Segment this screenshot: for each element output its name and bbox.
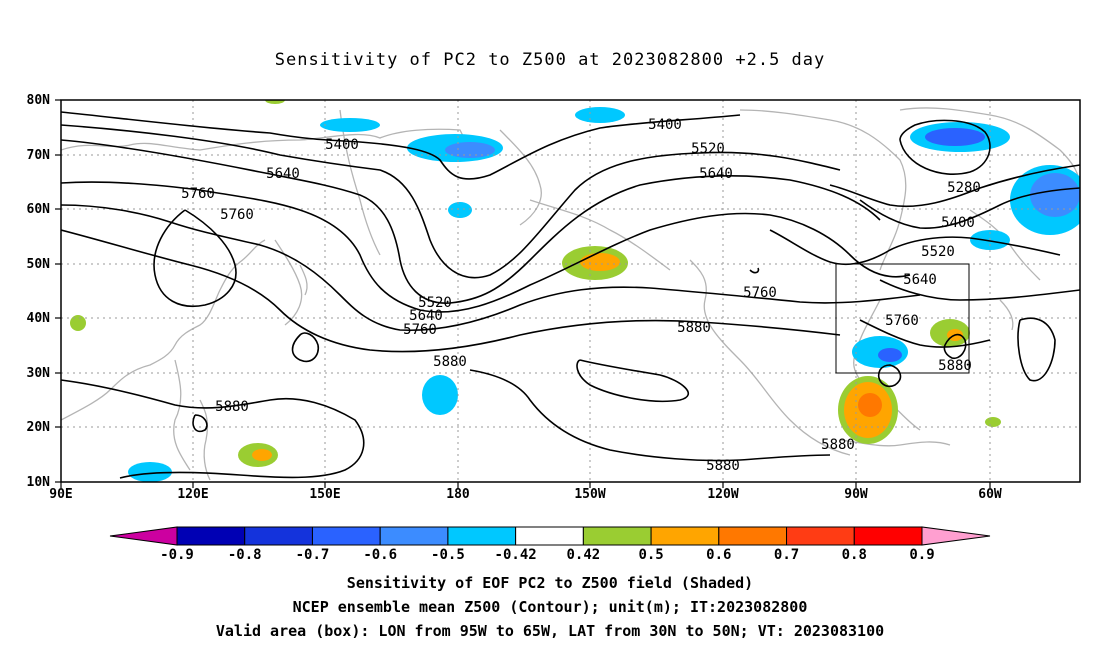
colorbar-box bbox=[650, 526, 720, 546]
contour-label: 5880 bbox=[433, 354, 467, 370]
contour-label: 5640 bbox=[409, 308, 443, 324]
lat-label: 30N bbox=[27, 366, 51, 381]
valid-area-box bbox=[835, 263, 970, 374]
contour-label: 5880 bbox=[215, 399, 249, 415]
colorbar-label: 0.9 bbox=[909, 547, 934, 563]
colorbar-label: -0.8 bbox=[228, 547, 262, 563]
caption-shading: Sensitivity of EOF PC2 to Z500 field (Sh… bbox=[346, 574, 754, 592]
tick-marks bbox=[55, 99, 991, 488]
contour-label: 5280 bbox=[947, 180, 981, 196]
colorbar-label: -0.5 bbox=[431, 547, 465, 563]
colorbar-label: 0.5 bbox=[638, 547, 663, 563]
lon-label: 150W bbox=[574, 487, 605, 502]
contour-label: 5400 bbox=[325, 137, 359, 153]
colorbar-box bbox=[853, 526, 923, 546]
colorbar-box bbox=[515, 526, 584, 546]
map-title: Sensitivity of PC2 to Z500 at 2023082800… bbox=[274, 50, 826, 70]
contour-label: 5520 bbox=[418, 295, 452, 311]
lon-label: 150E bbox=[309, 487, 340, 502]
colorbar-box bbox=[176, 526, 246, 546]
contour-label: 5880 bbox=[706, 458, 740, 474]
longitude-labels: 90E 120E 150E 180 150W 120W 90W 60W bbox=[49, 487, 1002, 502]
colorbar-box bbox=[447, 526, 517, 546]
lon-label: 180 bbox=[446, 487, 470, 502]
lat-label: 20N bbox=[27, 420, 51, 435]
contour-label: 5880 bbox=[821, 437, 855, 453]
colorbar-box bbox=[379, 526, 449, 546]
lat-label: 10N bbox=[27, 475, 51, 490]
colorbar-label: -0.9 bbox=[160, 547, 194, 563]
lon-label: 60W bbox=[978, 487, 1002, 502]
colorbar-label: 0.7 bbox=[774, 547, 799, 563]
contour-label: 5760 bbox=[885, 313, 919, 329]
plot-frame bbox=[60, 99, 1081, 483]
lat-label: 40N bbox=[27, 311, 51, 326]
contour-label: 5400 bbox=[941, 215, 975, 231]
coastlines bbox=[61, 107, 1080, 481]
caption-contour: NCEP ensemble mean Z500 (Contour); unit(… bbox=[292, 598, 808, 616]
colorbar-box bbox=[786, 526, 855, 546]
contour-label: 5640 bbox=[699, 166, 733, 182]
contour-label: 5760 bbox=[743, 285, 777, 301]
contour-label: 5760 bbox=[181, 186, 215, 202]
contour-label: 5880 bbox=[938, 358, 972, 374]
colorbar-box bbox=[718, 526, 788, 546]
lat-label: 60N bbox=[27, 202, 51, 217]
colorbar-label: 0.42 bbox=[567, 547, 601, 563]
colorbar: -0.9 -0.8 -0.7 -0.6 -0.5 -0.42 0.42 0.5 0.6 0.7 0.… bbox=[109, 526, 991, 563]
colorbar-label: -0.7 bbox=[296, 547, 330, 563]
contour-label: 5880 bbox=[677, 320, 711, 336]
lat-lon-grid bbox=[61, 100, 1080, 482]
colorbar-low-extend bbox=[109, 526, 178, 546]
contour-label: 5400 bbox=[648, 117, 682, 133]
lon-label: 90W bbox=[844, 487, 868, 502]
caption-valid-area: Valid area (box): LON from 95W to 65W, L… bbox=[215, 622, 885, 640]
latitude-labels: 80N 70N 60N 50N 40N 30N 20N 10N bbox=[27, 93, 51, 490]
colorbar-high-extend bbox=[921, 526, 991, 546]
lon-label: 120W bbox=[707, 487, 738, 502]
z500-contours bbox=[61, 111, 1080, 479]
contour-label: 5520 bbox=[691, 141, 725, 157]
sensitivity-shading bbox=[70, 100, 1080, 482]
contour-label: 5760 bbox=[220, 207, 254, 223]
lat-label: 80N bbox=[27, 93, 51, 108]
lat-label: 70N bbox=[27, 148, 51, 163]
contour-label: 5640 bbox=[903, 272, 937, 288]
lon-label: 120E bbox=[177, 487, 208, 502]
lat-label: 50N bbox=[27, 257, 51, 272]
contour-label: 5640 bbox=[266, 166, 300, 182]
colorbar-label: 0.6 bbox=[706, 547, 731, 563]
contour-labels: 5400 5400 5520 5640 5640 5760 5760 5520 … bbox=[181, 117, 981, 474]
colorbar-box bbox=[582, 526, 652, 546]
colorbar-box bbox=[311, 526, 381, 546]
colorbar-label: -0.42 bbox=[495, 547, 537, 563]
colorbar-box bbox=[244, 526, 313, 546]
contour-label: 5760 bbox=[403, 322, 437, 338]
contour-label: 5520 bbox=[921, 244, 955, 260]
colorbar-label: 0.8 bbox=[842, 547, 867, 563]
colorbar-label: -0.6 bbox=[363, 547, 397, 563]
lon-label: 90E bbox=[49, 487, 72, 502]
